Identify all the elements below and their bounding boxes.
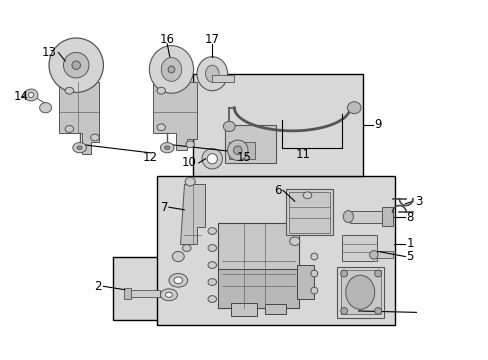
Ellipse shape bbox=[24, 89, 38, 101]
Ellipse shape bbox=[157, 124, 165, 131]
Text: 1: 1 bbox=[406, 237, 414, 250]
Ellipse shape bbox=[233, 146, 242, 154]
Ellipse shape bbox=[205, 65, 219, 82]
Text: 2: 2 bbox=[94, 280, 102, 293]
Ellipse shape bbox=[207, 296, 216, 302]
Ellipse shape bbox=[160, 143, 174, 153]
Text: 5: 5 bbox=[406, 250, 413, 263]
Ellipse shape bbox=[63, 53, 89, 78]
Ellipse shape bbox=[182, 245, 191, 251]
Bar bbox=[218, 269, 298, 307]
Ellipse shape bbox=[207, 245, 216, 251]
Polygon shape bbox=[180, 184, 205, 244]
Bar bbox=[341, 235, 376, 261]
Ellipse shape bbox=[72, 61, 81, 69]
Ellipse shape bbox=[184, 177, 195, 186]
Text: 8: 8 bbox=[406, 211, 413, 224]
Text: 9: 9 bbox=[374, 118, 382, 131]
Ellipse shape bbox=[28, 93, 34, 98]
Bar bbox=[224, 125, 276, 163]
Bar bbox=[157, 176, 394, 325]
Text: 11: 11 bbox=[295, 148, 310, 161]
Ellipse shape bbox=[168, 274, 187, 287]
Ellipse shape bbox=[149, 46, 193, 93]
Ellipse shape bbox=[168, 66, 175, 73]
Ellipse shape bbox=[343, 211, 353, 222]
Ellipse shape bbox=[90, 134, 99, 141]
Text: 16: 16 bbox=[160, 33, 174, 46]
Ellipse shape bbox=[207, 262, 216, 269]
Ellipse shape bbox=[303, 192, 311, 199]
Ellipse shape bbox=[160, 289, 177, 301]
Bar bbox=[264, 304, 285, 314]
Ellipse shape bbox=[289, 237, 299, 246]
Bar bbox=[129, 290, 159, 297]
Ellipse shape bbox=[197, 57, 227, 91]
Bar bbox=[123, 288, 131, 299]
Bar bbox=[297, 265, 314, 299]
Bar bbox=[340, 270, 380, 314]
Ellipse shape bbox=[310, 253, 317, 260]
Bar bbox=[113, 257, 193, 320]
Ellipse shape bbox=[65, 87, 74, 94]
Ellipse shape bbox=[174, 277, 182, 284]
Polygon shape bbox=[152, 82, 197, 150]
Ellipse shape bbox=[161, 58, 182, 81]
Text: 14: 14 bbox=[13, 90, 28, 103]
Bar bbox=[285, 189, 332, 235]
Ellipse shape bbox=[172, 251, 184, 262]
Ellipse shape bbox=[157, 87, 165, 94]
Ellipse shape bbox=[369, 251, 377, 259]
Ellipse shape bbox=[340, 270, 347, 277]
Ellipse shape bbox=[65, 126, 74, 132]
Ellipse shape bbox=[185, 141, 194, 148]
Text: 3: 3 bbox=[414, 195, 421, 208]
Text: 12: 12 bbox=[142, 152, 158, 165]
Ellipse shape bbox=[207, 279, 216, 285]
Bar bbox=[212, 75, 233, 82]
Bar bbox=[349, 211, 383, 222]
Polygon shape bbox=[59, 82, 99, 154]
Text: 13: 13 bbox=[41, 46, 57, 59]
Ellipse shape bbox=[340, 307, 347, 314]
Ellipse shape bbox=[310, 270, 317, 277]
Ellipse shape bbox=[207, 154, 217, 164]
Ellipse shape bbox=[73, 143, 86, 153]
Ellipse shape bbox=[40, 103, 51, 113]
Text: 15: 15 bbox=[236, 152, 251, 165]
Text: 7: 7 bbox=[160, 201, 168, 214]
Bar bbox=[230, 303, 256, 316]
Bar bbox=[337, 267, 383, 318]
Ellipse shape bbox=[374, 307, 381, 314]
Text: 6: 6 bbox=[274, 184, 282, 197]
Bar bbox=[218, 222, 298, 307]
Ellipse shape bbox=[49, 38, 103, 93]
Bar bbox=[288, 192, 330, 233]
Bar bbox=[375, 251, 392, 258]
Ellipse shape bbox=[223, 121, 235, 131]
Ellipse shape bbox=[310, 287, 317, 294]
Ellipse shape bbox=[77, 146, 82, 149]
Ellipse shape bbox=[165, 292, 172, 297]
Ellipse shape bbox=[207, 228, 216, 234]
Ellipse shape bbox=[347, 102, 360, 114]
Ellipse shape bbox=[374, 270, 381, 277]
Bar bbox=[192, 74, 362, 176]
Text: 10: 10 bbox=[182, 157, 197, 170]
Ellipse shape bbox=[227, 140, 247, 161]
Ellipse shape bbox=[202, 149, 222, 169]
Text: 17: 17 bbox=[204, 33, 219, 46]
Bar bbox=[382, 207, 392, 226]
Bar bbox=[229, 142, 254, 159]
Ellipse shape bbox=[345, 275, 374, 309]
Ellipse shape bbox=[164, 146, 169, 149]
